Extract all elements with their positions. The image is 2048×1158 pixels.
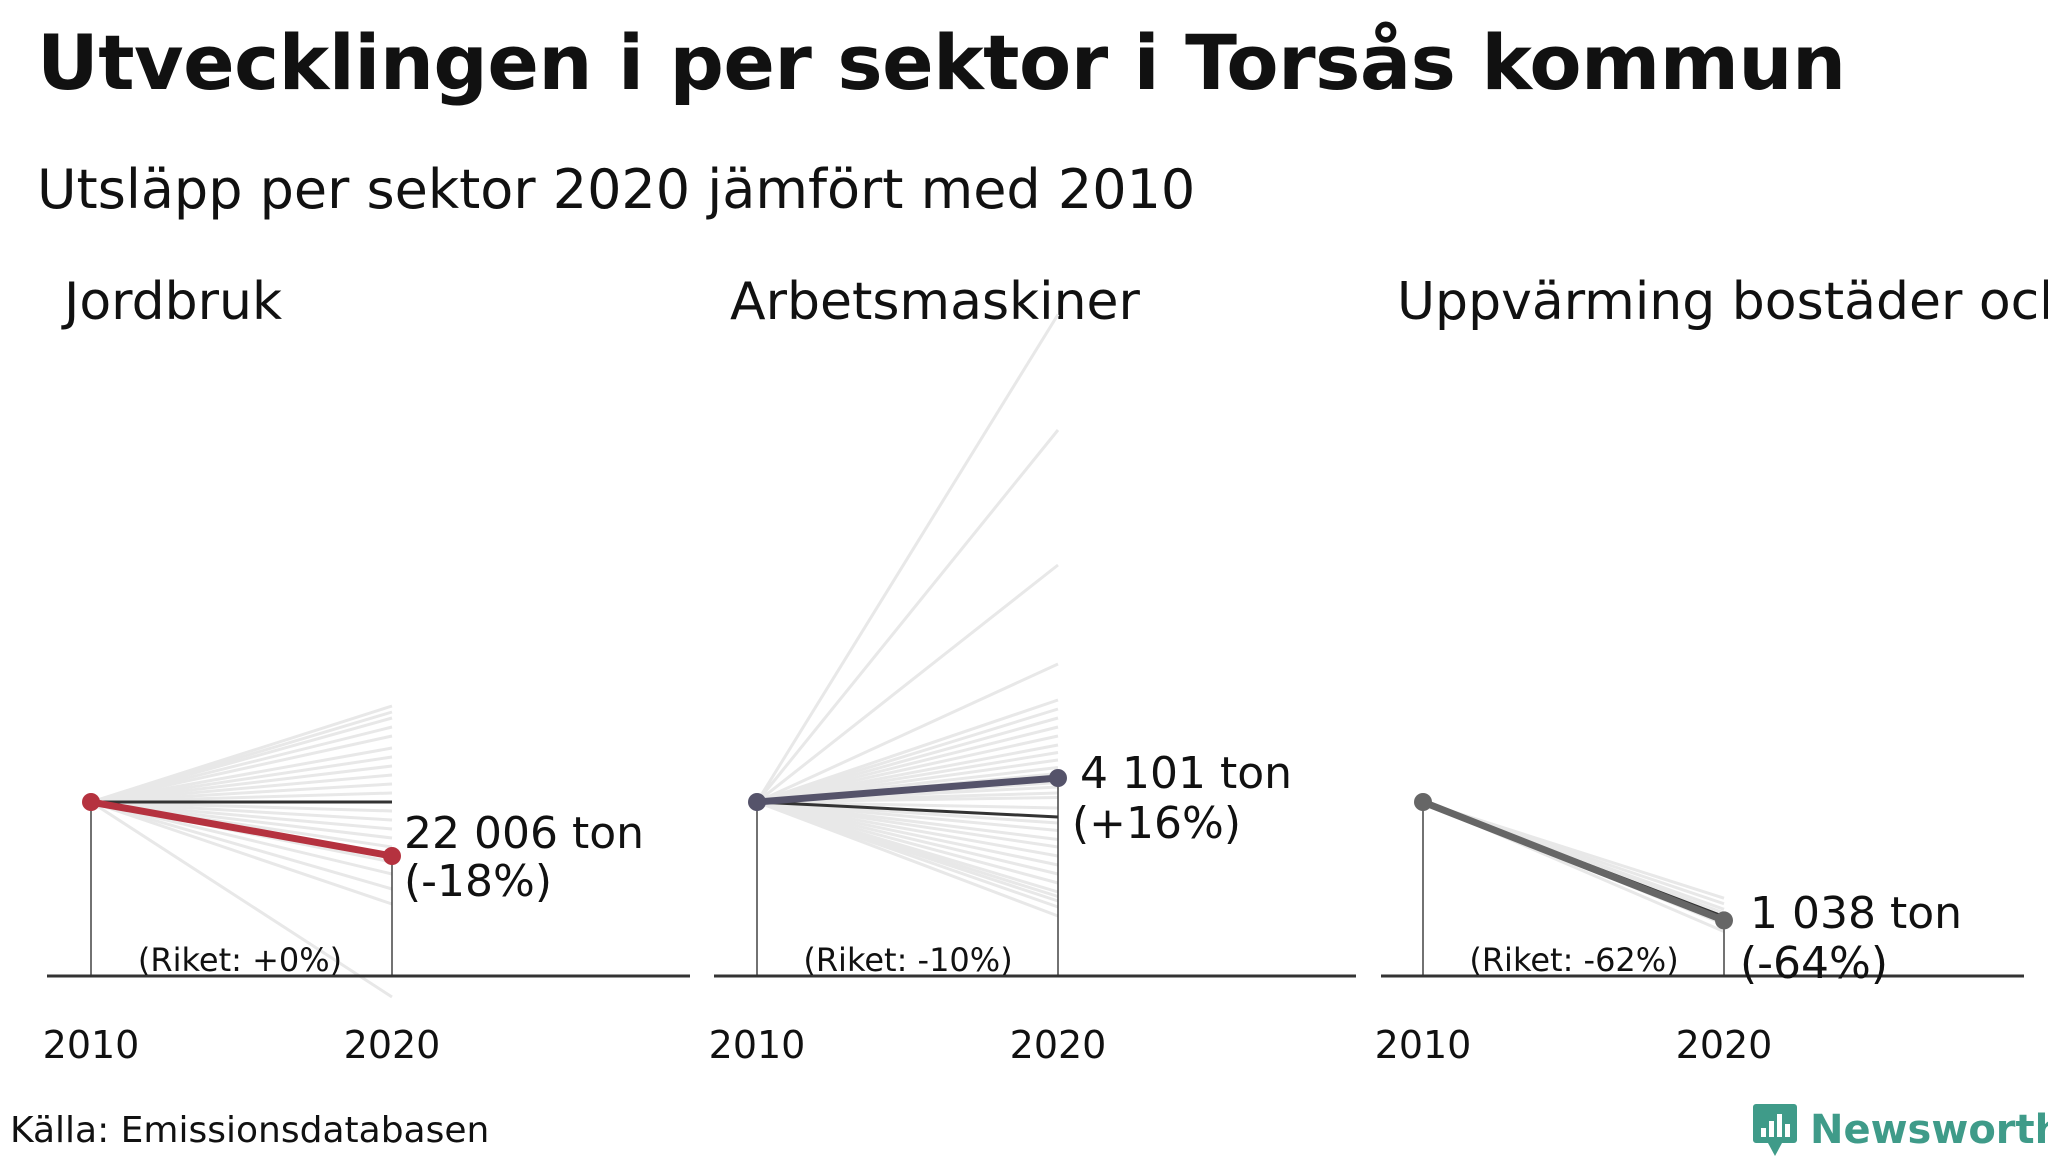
tick-label-2010: 2010: [709, 1023, 806, 1067]
tick-label-2020: 2020: [344, 1023, 441, 1067]
tick-label-2020: 2020: [1676, 1023, 1773, 1067]
point-2010: [82, 793, 100, 811]
value-label: 22 006 ton: [404, 808, 644, 859]
riket-line: [756, 800, 1059, 819]
municipality-line: [90, 800, 393, 906]
brand-name: Newsworthy: [1810, 1107, 2048, 1153]
municipality-line: [755, 313, 1060, 803]
value-label: 4 101 ton: [1080, 748, 1292, 799]
bar-chart-icon: [1753, 1104, 1797, 1156]
municipality-line: [755, 429, 1060, 803]
brand-logo: Newsworthy: [1752, 1102, 2048, 1158]
point-2020: [1049, 769, 1067, 787]
main-series-line: [87, 798, 396, 860]
riket-label: (Riket: -62%): [1469, 941, 1678, 979]
change-label: (+16%): [1072, 798, 1241, 849]
point-2020: [383, 847, 401, 865]
tick-label-2010: 2010: [1375, 1023, 1472, 1067]
municipality-line: [756, 662, 1059, 804]
municipality-line: [90, 800, 393, 891]
riket-label: (Riket: +0%): [138, 941, 342, 979]
municipality-line: [90, 734, 393, 804]
change-label: (-18%): [404, 856, 552, 907]
change-label: (-64%): [1740, 938, 1888, 989]
panel-title-uppvarmning: Uppvärming bostäder och: [1397, 272, 2048, 332]
point-2010: [748, 793, 766, 811]
chart-title: Utvecklingen i per sektor i Torsås kommu…: [37, 18, 1846, 107]
riket-label: (Riket: -10%): [803, 941, 1012, 979]
value-label: 1 038 ton: [1750, 888, 1962, 939]
chart-subtitle: Utsläpp per sektor 2020 jämfört med 2010: [37, 158, 1196, 221]
panel-title-arbetsmaskiner: Arbetsmaskiner: [730, 272, 1140, 332]
point-2020: [1715, 911, 1733, 930]
point-2010: [1414, 793, 1432, 811]
municipality-line: [90, 800, 393, 999]
tick-label-2020: 2020: [1010, 1023, 1107, 1067]
municipality-line: [756, 563, 1059, 804]
source-note: Källa: Emissionsdatabasen: [10, 1110, 490, 1151]
main-series-line: [753, 774, 1062, 806]
panel-title-jordbruk: Jordbruk: [64, 272, 283, 332]
tick-label-2010: 2010: [43, 1023, 140, 1067]
main-series-line: [1419, 798, 1728, 924]
municipality-line: [756, 800, 1059, 918]
